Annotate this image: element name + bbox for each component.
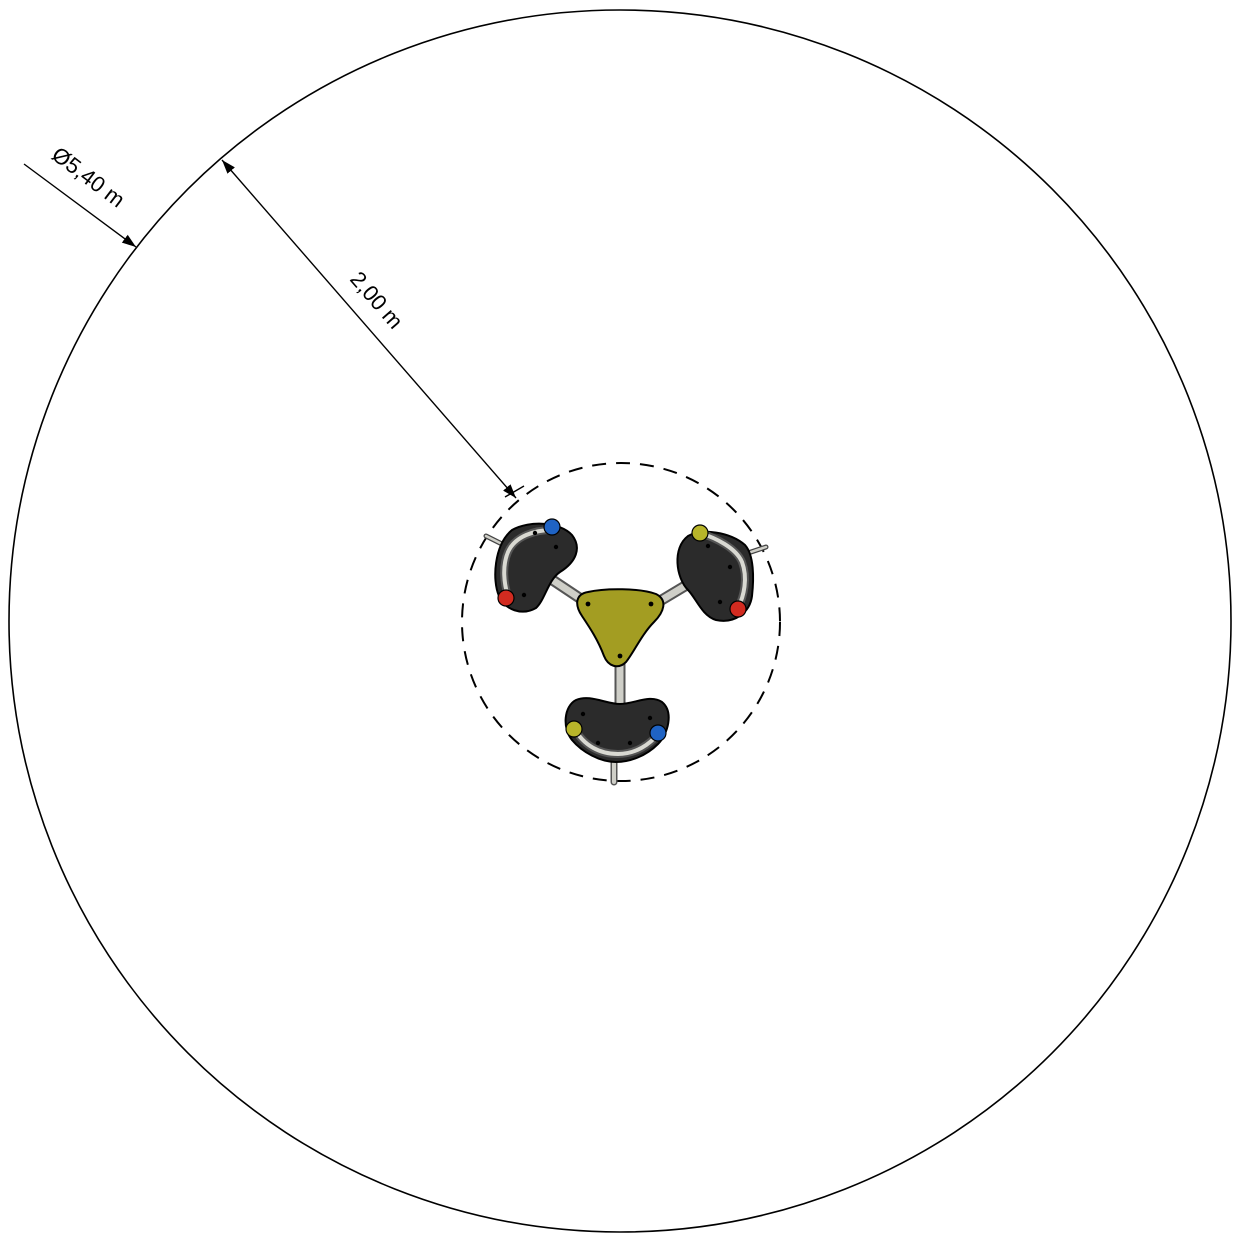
safety-zone-circle [8,9,1232,1233]
seat-bottom [564,697,670,764]
central-hub [576,588,665,668]
clearance-dimension-line [221,159,517,499]
knob-red-left-seat [497,589,515,607]
knob-yellow-bottom-seat [565,720,583,738]
knob-blue-bottom-seat [649,724,667,742]
clearance-label: 2,00 m [345,266,408,333]
knob-blue-left-seat [543,518,561,536]
knob-yellow-right-seat [691,524,709,542]
spinner-equipment [483,518,769,786]
knob-red-right-seat [729,600,747,618]
diameter-label: Ø5,40 m [47,142,129,213]
diameter-leader-line [23,163,137,248]
seat-right [676,524,755,622]
seat-left [494,518,578,613]
equipment-footprint-circle [461,462,781,782]
clearance-tick [504,485,525,498]
